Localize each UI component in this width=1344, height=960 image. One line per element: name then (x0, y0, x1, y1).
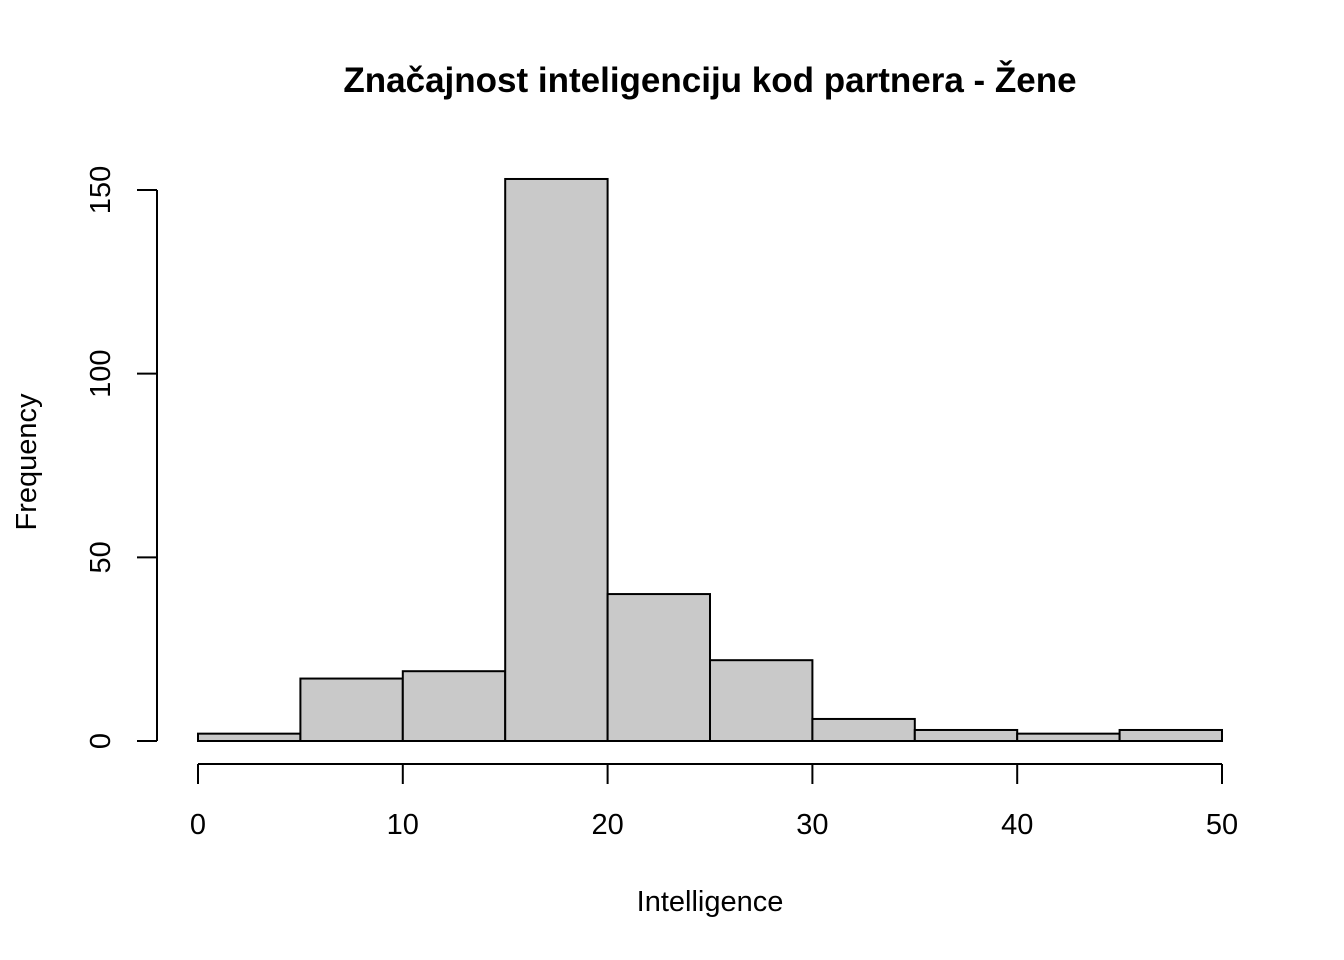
histogram-bar-15-20 (504, 177, 609, 743)
x-tick-label-20: 20 (591, 809, 623, 841)
x-tick-label-50: 50 (1206, 809, 1238, 841)
histogram-bar-45-50 (1118, 728, 1223, 742)
histogram-bar-5-10 (299, 677, 404, 743)
chart-title: Značajnost inteligenciju kod partnera - … (343, 60, 1076, 100)
x-axis-label: Intelligence (637, 886, 784, 918)
y-tick-label-100: 100 (85, 349, 117, 397)
y-tick-label-0: 0 (85, 733, 117, 749)
bars-group (197, 177, 1223, 743)
histogram-bar-10-15 (401, 670, 507, 742)
x-tick-label-0: 0 (190, 809, 206, 841)
histogram-bar-25-30 (709, 659, 814, 742)
y-axis: 0 50 100 150 (85, 166, 158, 749)
x-tick-label-30: 30 (796, 809, 828, 841)
histogram-bar-40-45 (1016, 732, 1121, 742)
y-tick-label-150: 150 (85, 166, 117, 214)
histogram-bar-30-35 (811, 717, 916, 743)
x-tick-label-40: 40 (1001, 809, 1033, 841)
histogram-bar-20-25 (606, 593, 711, 742)
y-axis-label: Frequency (11, 393, 43, 531)
x-axis: 0 10 20 30 40 50 (190, 763, 1238, 841)
histogram-bar-0-5 (197, 732, 302, 742)
x-tick-label-10: 10 (387, 809, 419, 841)
y-tick-label-50: 50 (85, 541, 117, 573)
histogram-bar-35-40 (913, 728, 1019, 742)
